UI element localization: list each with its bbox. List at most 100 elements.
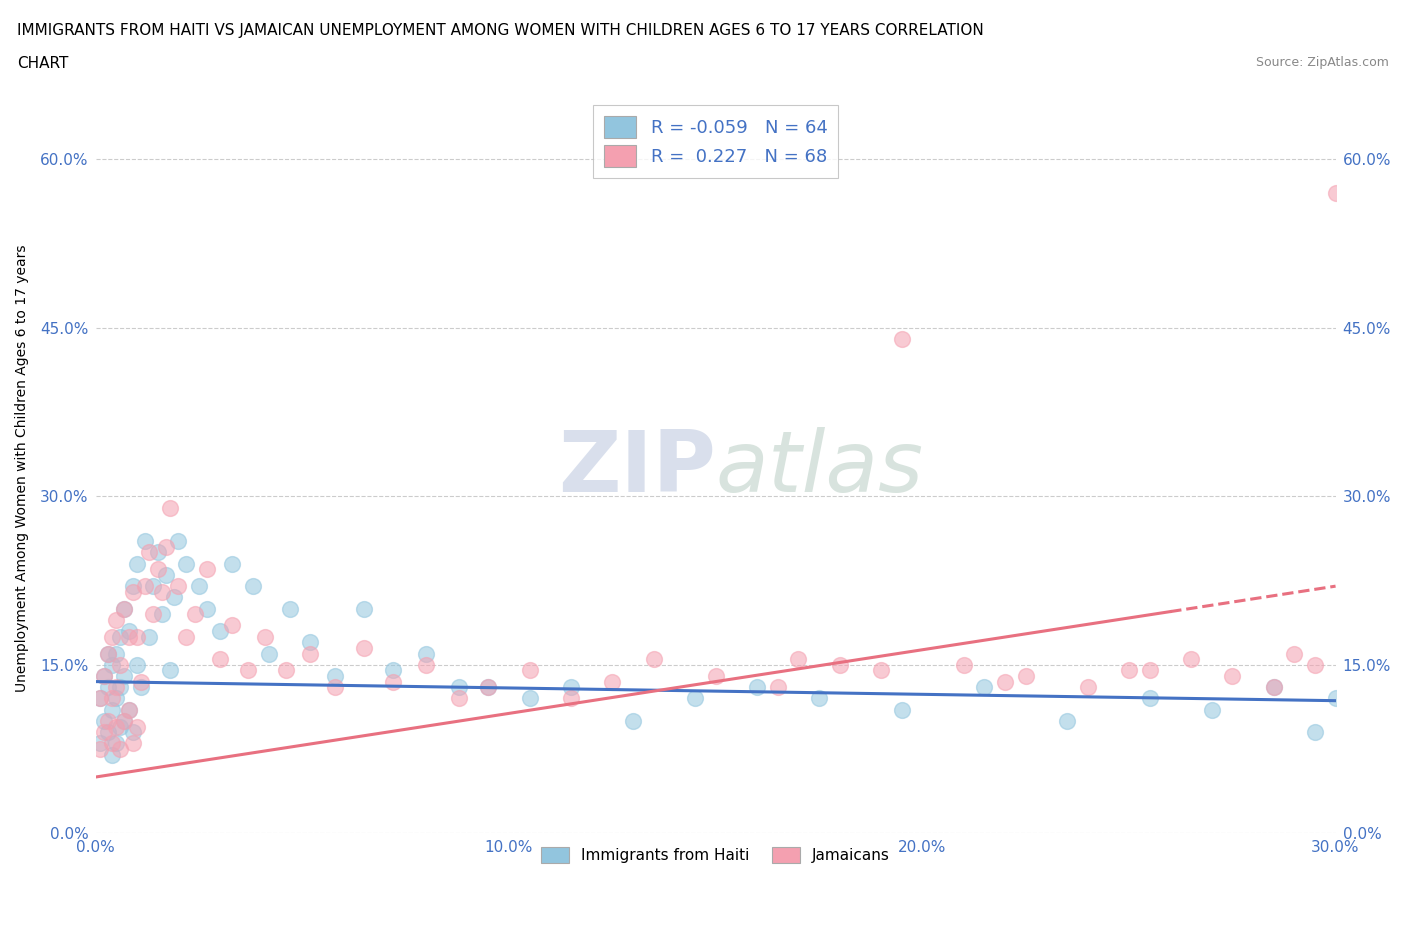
Point	[146, 562, 169, 577]
Text: atlas: atlas	[716, 427, 924, 510]
Point	[101, 702, 124, 717]
Point	[994, 674, 1017, 689]
Point	[110, 680, 132, 695]
Point	[519, 691, 541, 706]
Point	[1014, 669, 1036, 684]
Point	[121, 578, 143, 593]
Point	[97, 680, 120, 695]
Point	[787, 652, 810, 667]
Point	[745, 680, 768, 695]
Point	[766, 680, 789, 695]
Point	[807, 691, 830, 706]
Point	[1263, 680, 1285, 695]
Point	[117, 702, 139, 717]
Point	[519, 663, 541, 678]
Point	[163, 590, 186, 604]
Point	[138, 545, 160, 560]
Point	[353, 641, 375, 656]
Point	[299, 635, 322, 650]
Point	[93, 669, 115, 684]
Point	[176, 630, 198, 644]
Point	[125, 630, 148, 644]
Point	[704, 669, 727, 684]
Point	[257, 646, 280, 661]
Point	[1303, 658, 1326, 672]
Point	[114, 601, 136, 616]
Point	[105, 691, 128, 706]
Point	[1139, 663, 1161, 678]
Point	[142, 578, 165, 593]
Point	[195, 562, 218, 577]
Point	[110, 630, 132, 644]
Point	[125, 719, 148, 734]
Point	[117, 630, 139, 644]
Point	[683, 691, 706, 706]
Point	[121, 736, 143, 751]
Point	[150, 606, 173, 621]
Point	[208, 652, 231, 667]
Point	[1282, 646, 1305, 661]
Point	[221, 618, 243, 633]
Point	[93, 724, 115, 739]
Point	[323, 669, 346, 684]
Point	[114, 713, 136, 728]
Point	[89, 691, 111, 706]
Y-axis label: Unemployment Among Women with Children Ages 6 to 17 years: Unemployment Among Women with Children A…	[15, 245, 30, 692]
Point	[1118, 663, 1140, 678]
Point	[600, 674, 623, 689]
Point	[1077, 680, 1099, 695]
Text: ZIP: ZIP	[558, 427, 716, 510]
Point	[184, 606, 207, 621]
Point	[449, 680, 471, 695]
Point	[114, 601, 136, 616]
Legend: Immigrants from Haiti, Jamaicans: Immigrants from Haiti, Jamaicans	[536, 841, 896, 870]
Point	[150, 584, 173, 599]
Point	[105, 719, 128, 734]
Point	[97, 646, 120, 661]
Point	[238, 663, 260, 678]
Text: Source: ZipAtlas.com: Source: ZipAtlas.com	[1256, 56, 1389, 69]
Point	[89, 741, 111, 756]
Point	[101, 691, 124, 706]
Point	[1056, 713, 1078, 728]
Point	[159, 663, 181, 678]
Point	[114, 713, 136, 728]
Point	[110, 741, 132, 756]
Point	[1139, 691, 1161, 706]
Point	[89, 736, 111, 751]
Point	[253, 630, 276, 644]
Point	[146, 545, 169, 560]
Point	[93, 669, 115, 684]
Point	[382, 663, 405, 678]
Point	[110, 719, 132, 734]
Point	[1180, 652, 1202, 667]
Point	[208, 624, 231, 639]
Point	[1201, 702, 1223, 717]
Point	[101, 736, 124, 751]
Point	[1263, 680, 1285, 695]
Point	[449, 691, 471, 706]
Point	[125, 658, 148, 672]
Point	[221, 556, 243, 571]
Point	[117, 624, 139, 639]
Point	[134, 534, 156, 549]
Point	[415, 646, 437, 661]
Point	[93, 713, 115, 728]
Point	[1303, 724, 1326, 739]
Point	[477, 680, 499, 695]
Point	[121, 724, 143, 739]
Text: IMMIGRANTS FROM HAITI VS JAMAICAN UNEMPLOYMENT AMONG WOMEN WITH CHILDREN AGES 6 : IMMIGRANTS FROM HAITI VS JAMAICAN UNEMPL…	[17, 23, 984, 38]
Point	[890, 332, 912, 347]
Point	[105, 646, 128, 661]
Point	[159, 500, 181, 515]
Point	[89, 691, 111, 706]
Point	[278, 601, 301, 616]
Point	[155, 567, 177, 582]
Point	[274, 663, 297, 678]
Point	[142, 606, 165, 621]
Point	[560, 691, 582, 706]
Point	[97, 724, 120, 739]
Point	[353, 601, 375, 616]
Point	[1220, 669, 1243, 684]
Point	[134, 578, 156, 593]
